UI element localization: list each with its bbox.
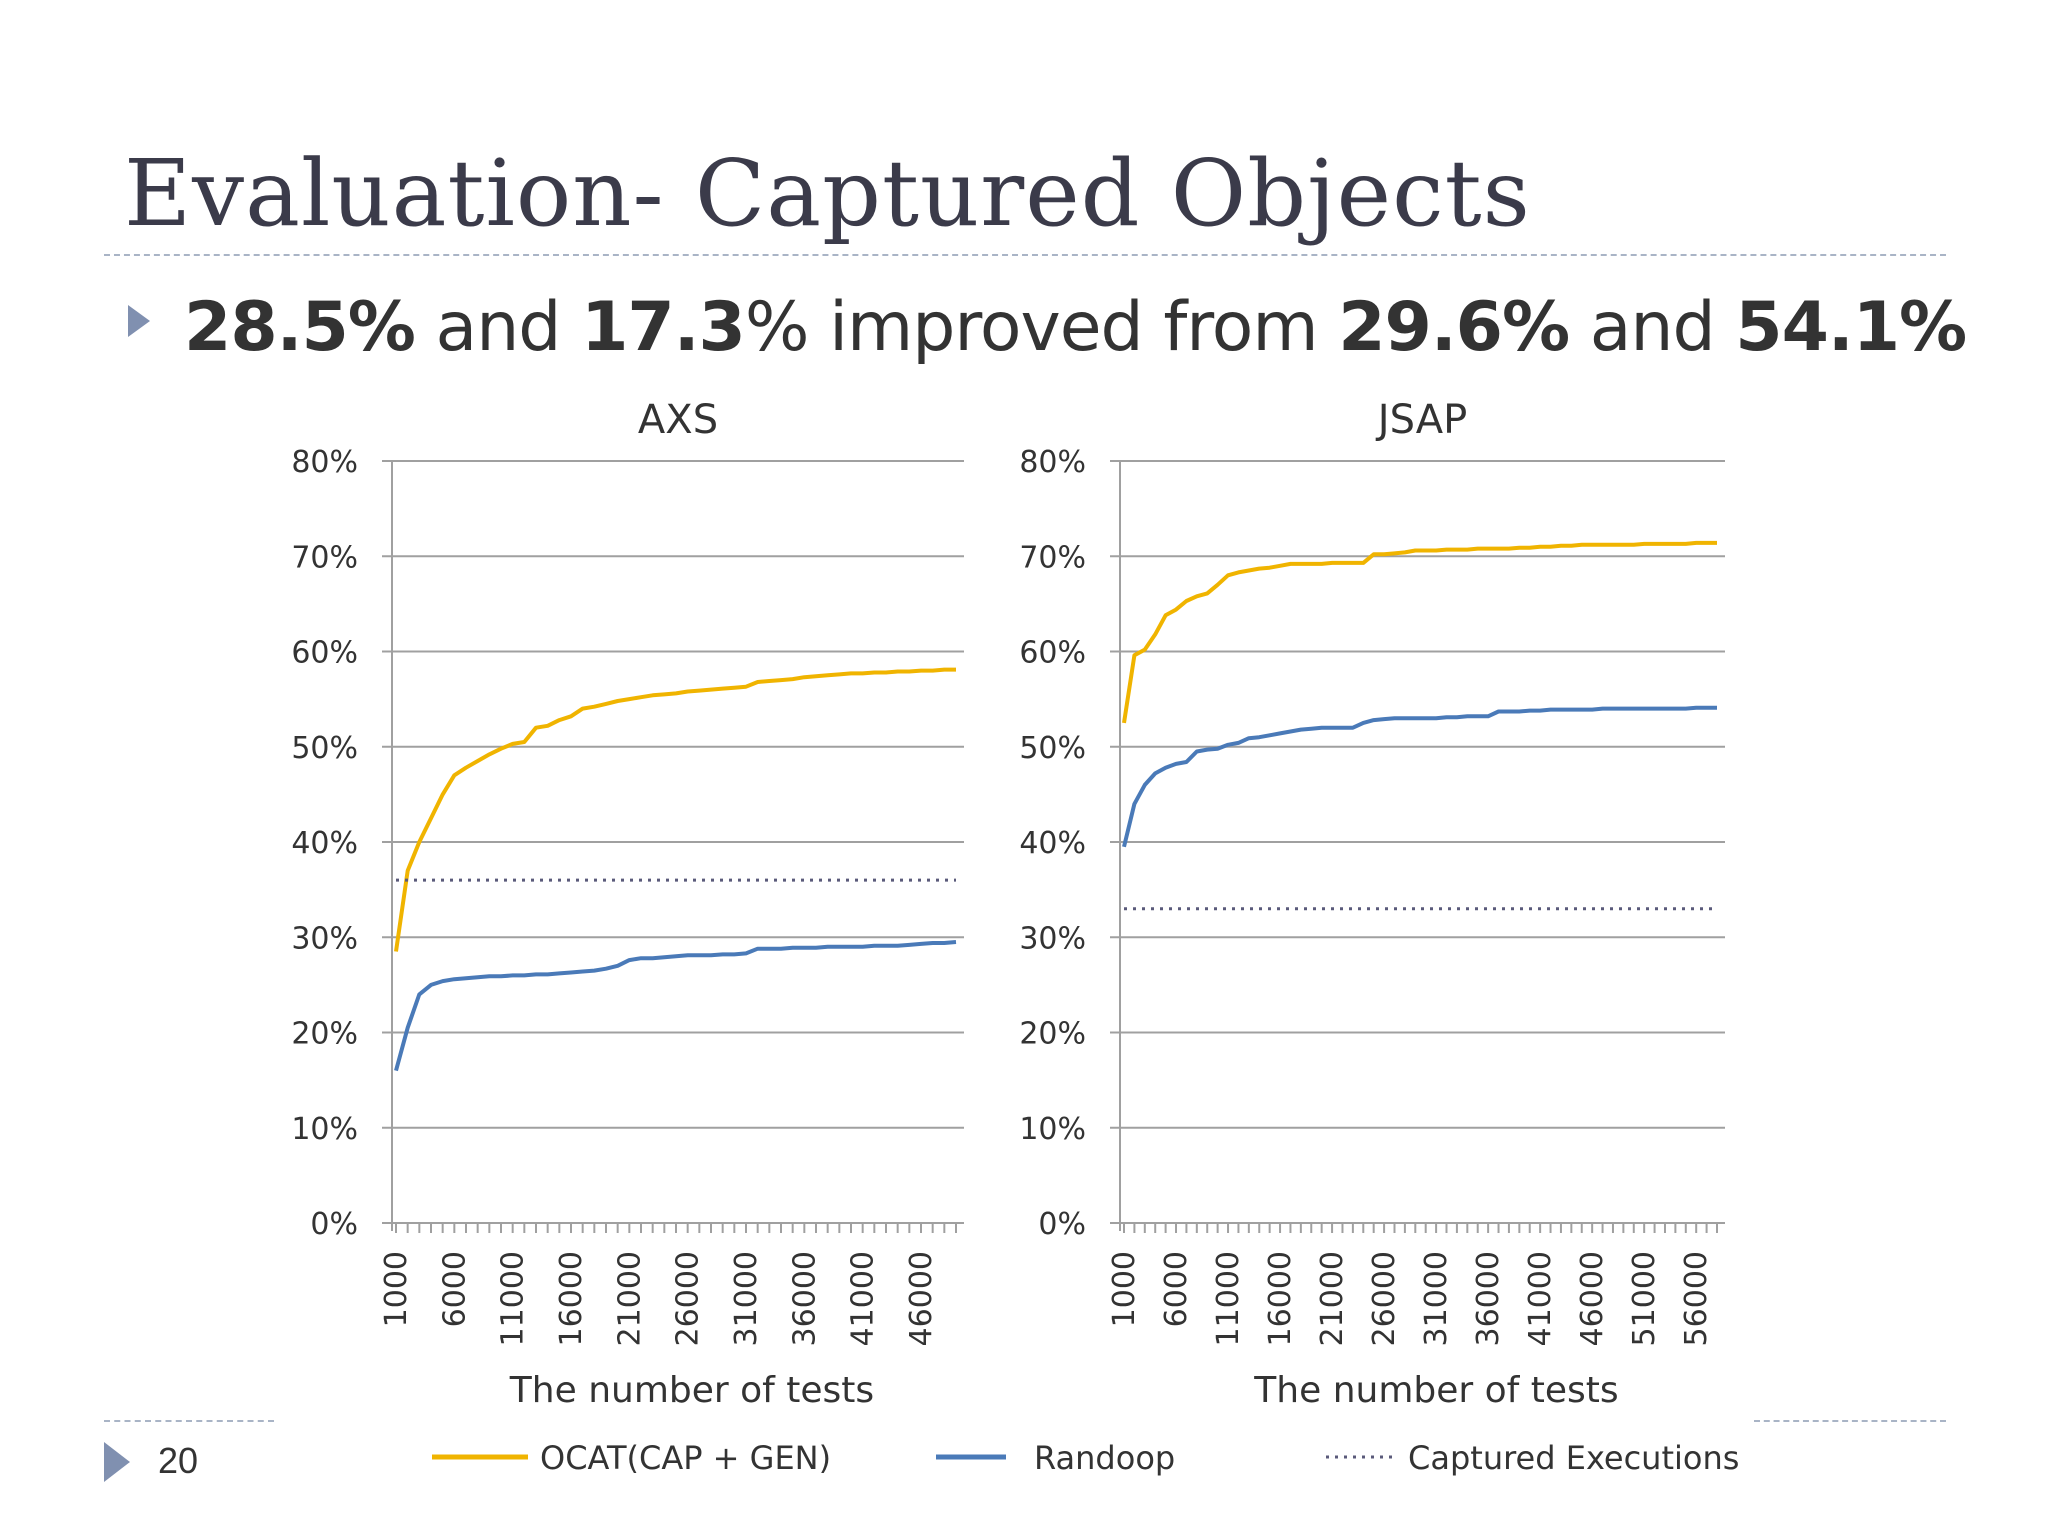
bullet-text-2: and [414, 287, 582, 367]
x-tick-label: 41000 [1523, 1251, 1558, 1346]
chart-title: JSAP [1375, 397, 1467, 443]
x-tick-label: 46000 [1575, 1251, 1610, 1346]
title-divider [104, 254, 1946, 256]
x-tick-label: 1000 [379, 1251, 414, 1327]
x-tick-label: 41000 [846, 1251, 881, 1346]
x-tick-label: 31000 [729, 1251, 764, 1346]
legend-ocat-label: OCAT(CAP + GEN) [540, 1439, 831, 1477]
legend-randoop-label: Randoop [1034, 1439, 1175, 1477]
x-tick-label: 26000 [671, 1251, 706, 1346]
x-tick-label: 6000 [1159, 1251, 1194, 1327]
bullet-triangle-icon [128, 305, 150, 337]
y-tick-label: 80% [291, 445, 358, 480]
page-number: 20 [158, 1440, 199, 1481]
x-tick-label: 36000 [1471, 1251, 1506, 1346]
y-tick-label: 40% [291, 826, 358, 861]
x-axis-label: The number of tests [509, 1370, 874, 1411]
series-line-randoop [1122, 705, 1717, 848]
x-tick-label: 31000 [1419, 1251, 1454, 1346]
y-tick-label: 20% [291, 1017, 358, 1052]
bullet-point: 28.5% and 17.3% improved from 29.6% and … [124, 282, 1967, 372]
y-tick-label: 30% [291, 921, 358, 956]
y-tick-label: 30% [1019, 921, 1086, 956]
y-tick-label: 40% [1019, 826, 1086, 861]
bullet-value-1: 28.5% [184, 287, 416, 367]
y-tick-label: 0% [1038, 1207, 1086, 1242]
y-tick-label: 60% [291, 636, 358, 671]
x-tick-label: 16000 [1263, 1251, 1298, 1346]
y-tick-label: 70% [291, 540, 358, 575]
x-tick-label: 36000 [787, 1251, 822, 1346]
x-tick-label: 46000 [904, 1251, 939, 1346]
series-line-ocat [394, 667, 956, 952]
y-tick-label: 80% [1019, 445, 1086, 480]
x-tick-label: 6000 [437, 1251, 472, 1327]
series-line-randoop [394, 940, 957, 1072]
bullet-value-4: 54.1% [1735, 287, 1967, 367]
series-line-ocat [1122, 540, 1717, 724]
bullet-value-2: 17.3 [581, 287, 746, 367]
slide-title: Evaluation- Captured Objects [124, 140, 1531, 247]
x-tick-label: 11000 [496, 1251, 531, 1346]
y-tick-label: 10% [1019, 1112, 1086, 1147]
x-tick-label: 21000 [1315, 1251, 1350, 1346]
y-tick-label: 0% [310, 1207, 358, 1242]
y-tick-label: 70% [1019, 540, 1086, 575]
chart-jsap: 0% 10% 20% 30% 40% 50% 60% 70% 80% 1000 6000 11000 1… [1019, 397, 1725, 1411]
x-tick-label: 56000 [1679, 1251, 1714, 1346]
chart-title: AXS [638, 397, 718, 443]
chart-axs: 0% 10% 20% 30% 40% 50% 60% 70% 80% 1000 6000 11000 1… [291, 397, 964, 1411]
bullet-value-3: 29.6% [1338, 287, 1570, 367]
y-tick-label: 50% [1019, 731, 1086, 766]
footer-triangle-icon [104, 1442, 130, 1482]
bullet-text: 28.5% and 17.3% improved from 29.6% and … [184, 287, 1967, 367]
y-tick-label: 60% [1019, 636, 1086, 671]
bullet-text-4: % improved from [744, 287, 1339, 367]
chart-legend: OCAT(CAP + GEN) Randoop Captured Executi… [432, 1439, 1739, 1477]
x-tick-label: 26000 [1367, 1251, 1402, 1346]
footer-divider-left [104, 1420, 274, 1422]
legend-captured-label: Captured Executions [1408, 1439, 1739, 1477]
x-tick-label: 51000 [1627, 1251, 1662, 1346]
x-tick-label: 11000 [1211, 1251, 1246, 1346]
footer-divider-right [1754, 1420, 1946, 1422]
x-tick-label: 16000 [554, 1251, 589, 1346]
x-tick-label: 21000 [612, 1251, 647, 1346]
x-tick-label: 1000 [1107, 1251, 1142, 1327]
y-tick-label: 20% [1019, 1017, 1086, 1052]
x-axis-label: The number of tests [1253, 1370, 1618, 1411]
bullet-text-6: and [1569, 287, 1736, 367]
y-tick-label: 10% [291, 1112, 358, 1147]
y-tick-label: 50% [291, 731, 358, 766]
